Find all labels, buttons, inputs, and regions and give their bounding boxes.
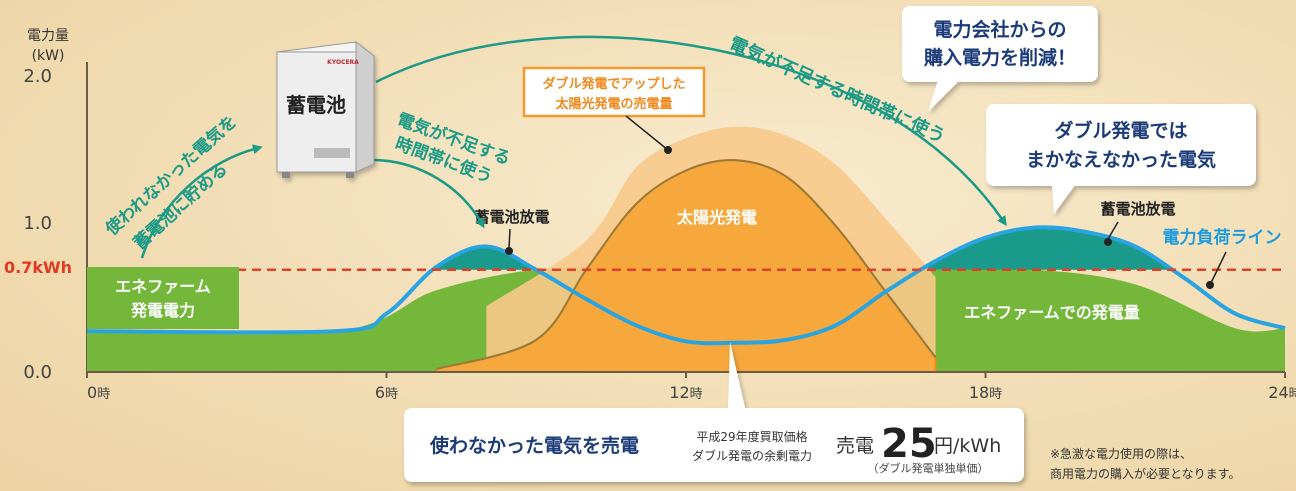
battery-discharge-label-right: 蓄電池放電 xyxy=(1100,200,1175,218)
x-ticks: 0時 6時 12時 18時 24時 xyxy=(86,372,1296,402)
battery-discharge-dot-right xyxy=(1104,238,1112,246)
x-tick-number: 0 xyxy=(87,383,97,402)
enefarm-label-1: エネファーム xyxy=(115,277,211,296)
sell-price-value: 25 xyxy=(881,421,937,467)
threshold-label: 0.7kWh xyxy=(4,258,72,277)
sell-desc-2: ダブル発電の余剰電力 xyxy=(692,448,812,463)
footnote-1: ※急激な電力使用の際は、 xyxy=(1050,446,1192,461)
sell-desc-1: 平成29年度買取価格 xyxy=(696,429,807,444)
battery-discharge-dot-left xyxy=(505,247,513,255)
arrow-use-short xyxy=(371,158,485,229)
sell-callout xyxy=(404,342,1024,482)
double-up-line-2: 太陽光発電の売電量 xyxy=(554,96,672,112)
x-tick-unit: 時 xyxy=(385,387,398,402)
solar-area-label: 太陽光発電 xyxy=(676,208,757,227)
x-tick-label: 18時 xyxy=(969,383,1002,402)
enefarm-output-label: エネファームでの発電量 xyxy=(964,303,1140,322)
x-tick-number: 18 xyxy=(969,383,989,402)
x-tick-unit: 時 xyxy=(1289,387,1296,402)
enefarm-label-2: 発電電力 xyxy=(130,301,195,320)
x-tick-label: 6時 xyxy=(375,383,398,402)
x-tick-number: 24 xyxy=(1268,383,1288,402)
reduce-callout xyxy=(902,6,1098,112)
battery-discharge-label-left: 蓄電池放電 xyxy=(474,208,549,226)
battery-discharge-leader-left xyxy=(508,228,511,249)
load-line-dot xyxy=(1206,281,1214,289)
double-up-leader xyxy=(625,115,669,151)
y-tick-0: 0.0 xyxy=(23,362,52,383)
y-axis-title: 電力量 xyxy=(27,28,69,44)
footnote-2: 商用電力の購入が必要となります。 xyxy=(1050,466,1240,481)
sell-price-unit: 円/kWh xyxy=(934,435,1001,457)
shortfall-line-1: ダブル発電では xyxy=(1054,119,1187,142)
load-line-leader xyxy=(1209,251,1227,286)
x-tick-number: 6 xyxy=(375,383,385,402)
x-tick-number: 12 xyxy=(669,383,689,402)
load-line-label: 電力負荷ライン xyxy=(1163,227,1282,248)
sell-price-note: （ダブル発電単独単価） xyxy=(868,461,989,475)
double-up-box xyxy=(522,66,706,118)
x-tick-label: 0時 xyxy=(87,383,110,402)
double-up-line-1: ダブル発電でアップした xyxy=(542,76,685,92)
solar-outline xyxy=(436,159,937,371)
y-tick-2: 2.0 xyxy=(23,66,52,87)
chart-areas xyxy=(86,126,1286,373)
y-axis-unit: (kW) xyxy=(32,48,65,64)
reduce-line-1: 電力会社からの xyxy=(933,18,1066,41)
shortfall-callout xyxy=(986,104,1256,214)
arrow-store xyxy=(140,144,263,259)
arrow-use-long xyxy=(375,35,1007,227)
battery-device xyxy=(275,40,376,178)
battery-device-label: 蓄電池 xyxy=(286,93,346,117)
double-up-dot xyxy=(664,146,672,154)
x-tick-label: 24時 xyxy=(1268,383,1296,402)
enefarm-box xyxy=(87,267,239,329)
reduce-line-2: 購入電力を削減！ xyxy=(924,46,1076,69)
x-tick-label: 12時 xyxy=(669,383,702,402)
sell-price-prefix: 売電 xyxy=(836,435,874,457)
kyocera-mark: KYOCERA xyxy=(327,59,359,66)
shortfall-line-2: まかなえなかった電気 xyxy=(1026,148,1216,171)
x-tick-unit: 時 xyxy=(989,387,1002,402)
x-tick-unit: 時 xyxy=(97,387,110,402)
y-tick-1: 1.0 xyxy=(23,213,52,234)
battery-discharge-leader-right xyxy=(1107,221,1119,240)
x-tick-unit: 時 xyxy=(690,387,703,402)
sell-title: 使わなかった電気を売電 xyxy=(429,434,639,457)
